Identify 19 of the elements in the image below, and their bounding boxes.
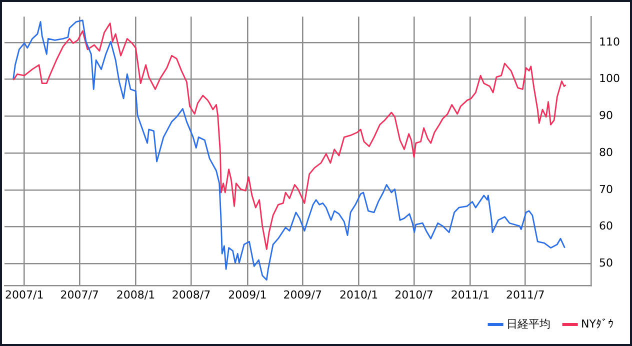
- x-tick-label: 2009/7: [283, 288, 322, 302]
- y-tick-label: 80: [599, 146, 614, 159]
- x-tick-label: 2007/7: [60, 288, 99, 302]
- x-tick-label: 2008/7: [172, 288, 211, 302]
- x-tick-label: 2011/7: [506, 288, 545, 302]
- x-tick-label: 2011/1: [450, 288, 490, 302]
- y-tick-label: 90: [599, 109, 614, 122]
- legend-label: 日経平均: [506, 317, 551, 330]
- y-tick-label: 60: [599, 220, 614, 233]
- x-tick-label: 2007/1: [5, 288, 44, 302]
- x-tick-label: 2010/1: [339, 288, 378, 302]
- y-tick-label: 70: [599, 182, 614, 196]
- x-tick-label: 2008/1: [116, 288, 156, 302]
- y-tick-label: 50: [599, 256, 614, 270]
- legend-label: NYﾀﾞｳ: [581, 317, 614, 330]
- x-tick-label: 2010/7: [394, 288, 434, 302]
- y-tick-label: 110: [599, 35, 620, 48]
- y-tick-label: 100: [599, 72, 620, 86]
- x-tick-label: 2009/1: [228, 288, 267, 302]
